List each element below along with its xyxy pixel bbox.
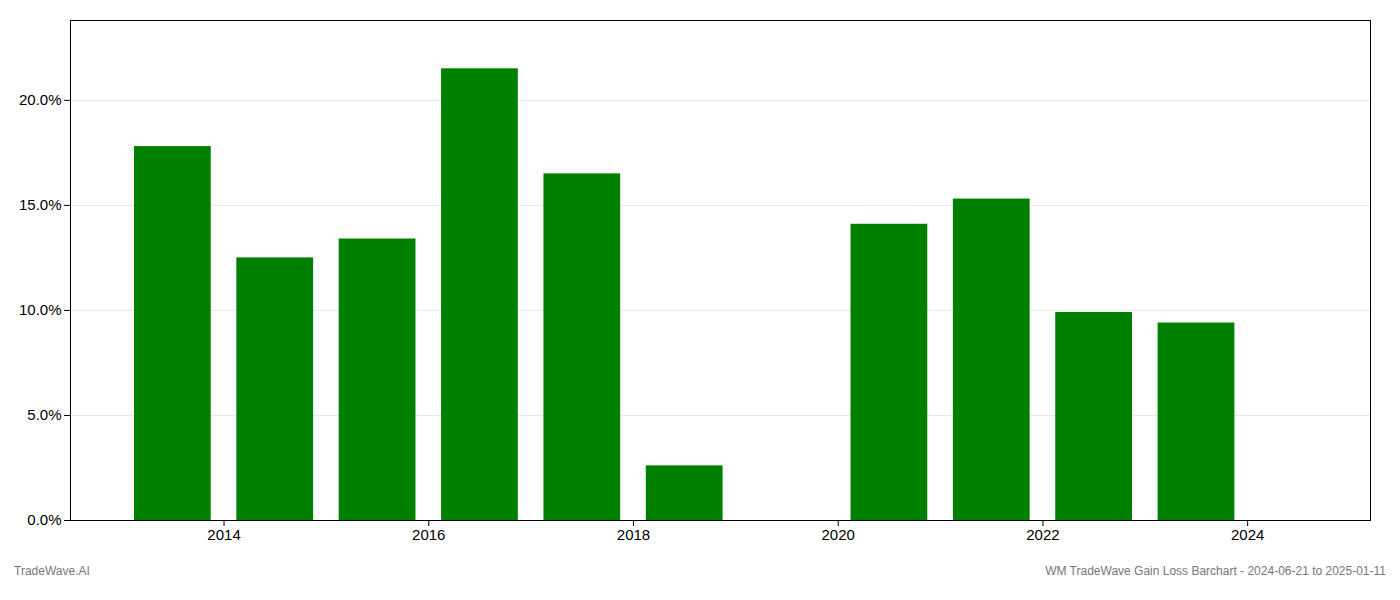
svg-text:15.0%: 15.0% — [19, 196, 62, 213]
html-text:TradeWave.AI: TradeWave.AI — [14, 564, 90, 578]
svg-text:10.0%: 10.0% — [19, 301, 62, 318]
svg-text:2024: 2024 — [1231, 526, 1264, 543]
svg-text:20.0%: 20.0% — [19, 91, 62, 108]
svg-text:2014: 2014 — [207, 526, 240, 543]
svg-text:2020: 2020 — [822, 526, 855, 543]
html-text:WM TradeWave Gain Loss Barchar: WM TradeWave Gain Loss Barchart - 2024-0… — [1045, 564, 1386, 578]
svg-text:2016: 2016 — [412, 526, 445, 543]
svg-text:0.0%: 0.0% — [27, 511, 61, 528]
svg-text:5.0%: 5.0% — [27, 406, 61, 423]
svg-text:2022: 2022 — [1026, 526, 1059, 543]
svg-text:2018: 2018 — [617, 526, 650, 543]
